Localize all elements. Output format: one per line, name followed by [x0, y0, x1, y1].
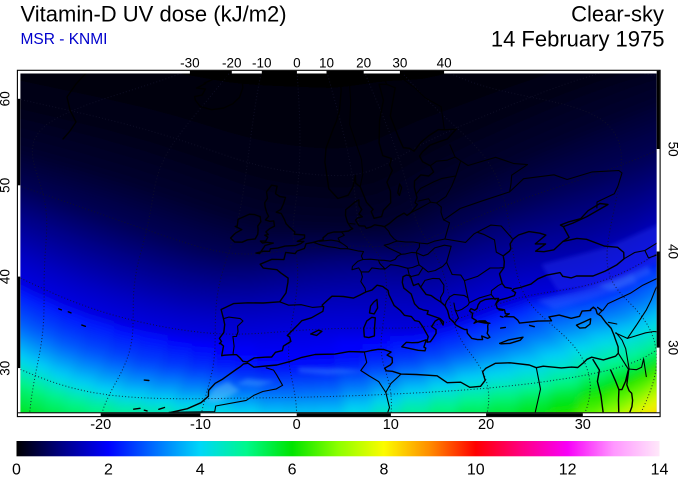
svg-text:8: 8: [379, 462, 388, 479]
svg-text:50: 50: [0, 178, 13, 193]
svg-text:10: 10: [319, 56, 334, 71]
svg-text:30: 30: [666, 340, 678, 355]
svg-text:50: 50: [666, 142, 678, 157]
svg-text:30: 30: [392, 56, 407, 71]
svg-text:10: 10: [467, 462, 485, 479]
svg-text:10: 10: [383, 417, 399, 433]
svg-text:Vitamin-D UV dose (kJ/m2): Vitamin-D UV dose (kJ/m2): [21, 2, 287, 27]
svg-text:20: 20: [478, 417, 494, 433]
svg-text:12: 12: [559, 462, 577, 479]
svg-text:-20: -20: [90, 417, 111, 433]
svg-text:20: 20: [356, 56, 371, 71]
svg-text:14 February 1975: 14 February 1975: [491, 27, 665, 52]
svg-text:30: 30: [0, 361, 13, 376]
svg-text:-30: -30: [180, 56, 200, 71]
svg-text:6: 6: [288, 462, 297, 479]
svg-text:2: 2: [104, 462, 113, 479]
svg-text:0: 0: [293, 56, 301, 71]
svg-text:0: 0: [12, 462, 21, 479]
svg-text:40: 40: [0, 269, 13, 284]
svg-text:14: 14: [651, 462, 669, 479]
svg-text:4: 4: [196, 462, 205, 479]
svg-text:-10: -10: [190, 417, 211, 433]
svg-text:30: 30: [575, 417, 591, 433]
svg-text:40: 40: [666, 244, 678, 259]
svg-text:40: 40: [437, 56, 452, 71]
svg-text:0: 0: [293, 417, 301, 433]
svg-text:Clear-sky: Clear-sky: [571, 2, 664, 27]
svg-text:60: 60: [0, 91, 13, 106]
svg-text:MSR - KNMI: MSR - KNMI: [21, 31, 108, 48]
svg-text:-20: -20: [222, 56, 242, 71]
svg-text:-10: -10: [252, 56, 272, 71]
